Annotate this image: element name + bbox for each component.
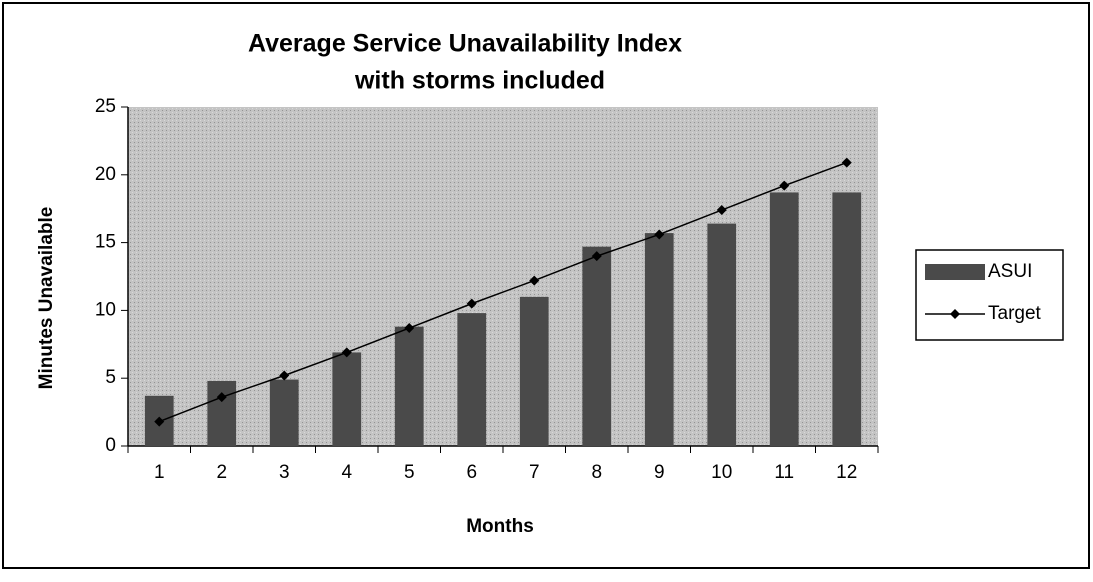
- x-tick-label: 6: [466, 462, 477, 483]
- legend-label: ASUI: [988, 261, 1032, 282]
- bar: [332, 352, 362, 446]
- bar: [707, 223, 737, 446]
- marker: [279, 370, 290, 381]
- marker: [591, 251, 602, 262]
- y-tick-label: 10: [95, 299, 116, 320]
- marker: [841, 157, 852, 168]
- x-tick-label: 9: [654, 462, 665, 483]
- chart-title: Average Service Unavailability Index: [248, 30, 682, 58]
- bar: [394, 326, 424, 446]
- marker: [154, 416, 165, 427]
- y-axis-label: Minutes Unavailable: [36, 207, 57, 390]
- bar: [832, 192, 862, 446]
- bar: [457, 313, 487, 446]
- x-tick-label: 12: [836, 462, 857, 483]
- x-tick-label: 11: [774, 462, 794, 483]
- plot-texture: [128, 107, 878, 446]
- marker: [341, 347, 352, 358]
- y-tick-label: 15: [95, 232, 116, 253]
- marker: [216, 392, 227, 403]
- y-tick-label: 5: [105, 367, 116, 388]
- x-tick-label: 1: [154, 462, 165, 483]
- y-tick-label: 25: [95, 96, 116, 117]
- legend-marker: [950, 309, 960, 319]
- y-tick-label: 20: [95, 164, 116, 185]
- x-tick-label: 7: [529, 462, 540, 483]
- bar: [769, 192, 799, 446]
- legend-swatch: [925, 264, 985, 280]
- bar: [207, 380, 237, 446]
- marker: [654, 229, 665, 240]
- marker: [529, 275, 540, 286]
- bar: [644, 233, 674, 446]
- legend-label: Target: [988, 303, 1042, 324]
- bar: [519, 296, 549, 446]
- marker: [404, 323, 415, 334]
- x-axis-label: Months: [466, 516, 534, 537]
- x-tick-label: 8: [591, 462, 602, 483]
- x-tick-label: 3: [279, 462, 290, 483]
- x-tick-label: 10: [711, 462, 732, 483]
- marker: [466, 298, 477, 309]
- x-tick-label: 4: [341, 462, 352, 483]
- marker: [779, 180, 790, 191]
- marker: [716, 205, 727, 216]
- chart-title: with storms included: [354, 67, 605, 95]
- bar: [269, 379, 299, 446]
- line: [158, 161, 848, 423]
- y-tick-label: 0: [105, 435, 116, 456]
- bar: [582, 246, 612, 446]
- x-tick-label: 5: [404, 462, 415, 483]
- x-tick-label: 2: [216, 462, 227, 483]
